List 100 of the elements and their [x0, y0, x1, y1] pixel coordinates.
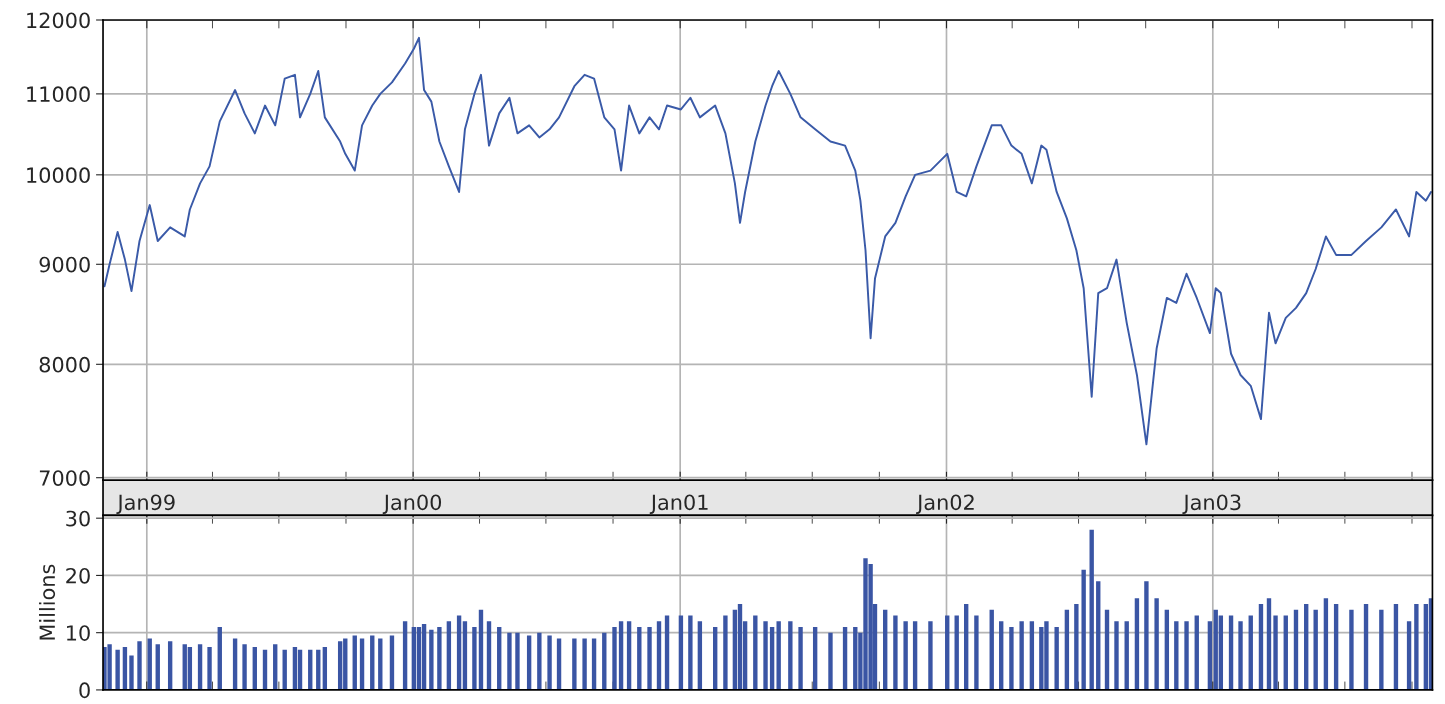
bar: [883, 609, 888, 690]
bar: [359, 638, 365, 690]
bar: [137, 641, 142, 690]
bar: [999, 621, 1004, 690]
bar: [974, 615, 979, 690]
bar: [737, 604, 743, 690]
bar: [1414, 604, 1419, 690]
bar: [273, 644, 278, 690]
bar: [1393, 604, 1399, 690]
bar: [591, 638, 597, 690]
bar: [1089, 529, 1094, 690]
bar: [572, 638, 577, 690]
bar: [107, 644, 112, 690]
bar: [472, 626, 477, 690]
bar: [1194, 615, 1199, 690]
bar: [1104, 609, 1110, 690]
y-tick-label: 12000: [27, 12, 90, 29]
bar: [497, 626, 502, 690]
bar: [1349, 609, 1354, 690]
bar: [1124, 621, 1129, 690]
bar: [626, 621, 632, 690]
x-tick-label: Jan99: [116, 494, 175, 515]
bar: [1207, 621, 1213, 690]
bar: [1258, 604, 1264, 690]
bar: [115, 649, 120, 690]
bar: [903, 621, 908, 690]
x-tick-label: Jan02: [916, 494, 974, 515]
bar: [647, 626, 652, 690]
bar: [954, 615, 959, 690]
bar: [612, 626, 617, 690]
bar: [1283, 615, 1288, 690]
bar: [232, 638, 238, 690]
bar: [147, 638, 152, 690]
bar: [763, 621, 768, 690]
bar: [812, 626, 818, 690]
bar: [537, 632, 542, 690]
bar: [129, 655, 134, 690]
bar: [798, 626, 803, 690]
y-tick-label: 7000: [39, 470, 90, 486]
bar: [197, 644, 203, 690]
y-tick-label: 10000: [27, 167, 90, 184]
bar: [547, 635, 552, 690]
bar: [478, 609, 484, 690]
bar: [378, 638, 383, 690]
line-series: [103, 36, 1432, 446]
bar: [1164, 609, 1170, 690]
bar: [723, 615, 728, 690]
bar: [678, 615, 684, 690]
bar: [893, 615, 898, 690]
bar: [411, 626, 417, 690]
bar: [1174, 621, 1179, 690]
bar: [1293, 609, 1299, 690]
bar: [1273, 615, 1278, 690]
bar: [697, 621, 703, 690]
bar: [964, 604, 969, 690]
bar: [582, 638, 587, 690]
bar: [446, 621, 452, 690]
bar: [1154, 598, 1159, 690]
bar: [416, 626, 422, 690]
bar: [1248, 615, 1253, 690]
bar: [713, 626, 718, 690]
bar: [1184, 621, 1189, 690]
bar: [1266, 598, 1272, 690]
bar: [1228, 615, 1234, 690]
bar: [1304, 604, 1309, 690]
bar: [402, 621, 408, 690]
bar: [437, 626, 442, 690]
bar: [842, 626, 848, 690]
bar: [656, 621, 662, 690]
bar: [828, 632, 833, 690]
bar: [486, 621, 492, 690]
bar: [207, 646, 212, 690]
bar: [456, 615, 462, 690]
bar: [637, 626, 642, 690]
x-tick-label: Jan01: [649, 494, 708, 515]
y-tick-label: 0: [79, 682, 90, 699]
bar: [556, 638, 562, 690]
y-tick-label: 9000: [39, 256, 90, 273]
y-axis-title: Millions: [38, 564, 56, 640]
bar: [155, 644, 160, 690]
bar: [217, 626, 222, 690]
bar: [1019, 621, 1024, 690]
bar: [664, 615, 670, 690]
bar: [1054, 626, 1059, 690]
bar: [688, 615, 693, 690]
bar: [515, 632, 520, 690]
y-tick-label: 10: [67, 625, 90, 641]
bar: [1363, 604, 1369, 690]
bar: [753, 615, 758, 690]
bar: [1114, 621, 1119, 690]
bar: [618, 621, 624, 690]
bar: [337, 641, 343, 690]
bar: [507, 632, 512, 690]
bar: [242, 644, 247, 690]
y-tick-label: 30: [66, 510, 90, 527]
y-tick-label: 20: [66, 567, 90, 584]
bar: [769, 626, 775, 690]
x-tick-label: Jan00: [382, 494, 442, 515]
bar: [912, 621, 918, 690]
bar: [1323, 598, 1329, 690]
